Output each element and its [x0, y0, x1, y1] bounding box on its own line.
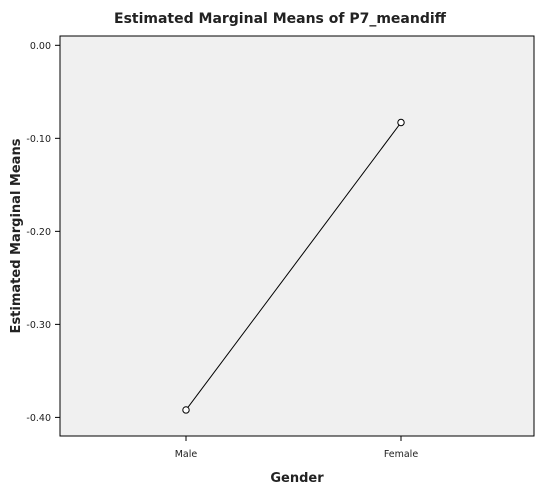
- y-axis-ticks: 0.00 -0.10 -0.20 -0.30 -0.40: [26, 41, 60, 424]
- data-point-marker: [182, 406, 190, 414]
- y-tick-label: -0.10: [26, 134, 51, 145]
- y-tick-label: -0.40: [26, 413, 51, 424]
- x-tick-label: Male: [175, 449, 198, 460]
- x-axis-ticks: Male Female: [175, 436, 419, 460]
- x-axis-title: Gender: [270, 471, 324, 486]
- y-tick-label: -0.20: [26, 227, 51, 238]
- series-group: [182, 118, 405, 414]
- x-tick-label: Female: [384, 449, 419, 460]
- data-point-marker: [397, 118, 405, 127]
- chart-title: Estimated Marginal Means of P7_meandiff: [114, 11, 447, 27]
- y-axis-title: Estimated Marginal Means: [9, 138, 24, 333]
- plot-area: [59, 35, 535, 437]
- y-tick-label: -0.30: [26, 320, 51, 331]
- series-line: [185, 122, 402, 411]
- y-tick-label: 0.00: [30, 41, 51, 52]
